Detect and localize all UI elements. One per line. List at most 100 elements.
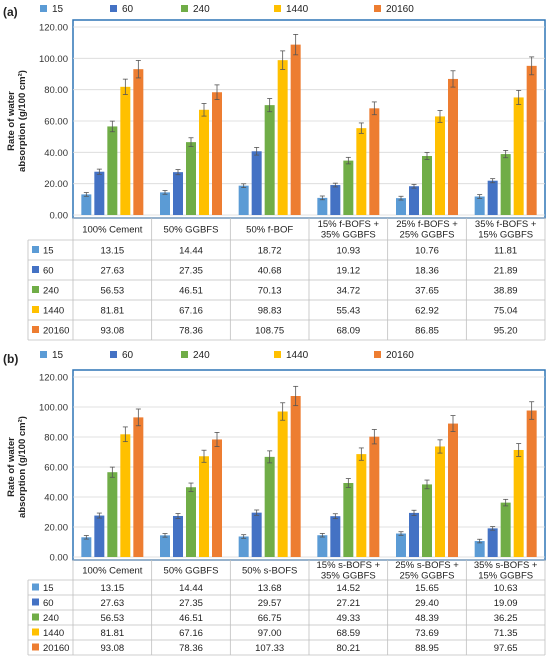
y-axis-label: Rate of waterabsorption (g/100 cm²) <box>6 416 28 518</box>
bar <box>277 60 288 215</box>
table-cell: 38.89 <box>494 286 518 297</box>
table-series-label: 1440 <box>43 306 64 317</box>
table-cell: 56.53 <box>100 613 124 624</box>
bar <box>212 92 222 215</box>
bar <box>251 151 262 215</box>
bar <box>186 142 196 215</box>
table-cell: 71.35 <box>494 628 518 639</box>
bar <box>107 472 118 557</box>
bar <box>238 185 249 215</box>
bar <box>290 44 301 215</box>
bar <box>435 116 445 215</box>
table-cell: 97.65 <box>494 643 518 654</box>
bar <box>238 536 249 557</box>
table-cell: 34.72 <box>336 286 360 297</box>
gridlines <box>73 376 545 558</box>
bar <box>317 535 328 557</box>
bar <box>369 436 380 557</box>
legend-swatch <box>110 5 117 12</box>
table-cell: 98.83 <box>258 306 282 317</box>
bar <box>290 396 301 557</box>
y-tick-label: 0.00 <box>50 211 69 222</box>
table-cell: 13.68 <box>258 583 282 594</box>
legend-label: 1440 <box>286 350 309 361</box>
table-legend-swatch <box>32 246 39 253</box>
x-tick-label: 100% Cement <box>82 566 143 577</box>
table-cell: 88.95 <box>415 643 439 654</box>
bar <box>513 449 524 557</box>
bar <box>330 185 341 215</box>
bar <box>474 196 485 215</box>
table-cell: 14.44 <box>179 583 203 594</box>
legend-label: 20160 <box>386 350 414 361</box>
table-cell: 13.15 <box>100 583 124 594</box>
x-tick-label: 35% s-BOFS +15% GGBFS <box>474 560 538 582</box>
table-cell: 10.63 <box>494 583 518 594</box>
bar <box>369 108 380 215</box>
legend: 15 60 240 1440 20160 <box>40 4 414 15</box>
legend-label: 60 <box>122 4 134 15</box>
bar <box>356 128 367 215</box>
bar <box>409 186 419 215</box>
bar <box>81 194 92 215</box>
bar <box>173 515 183 557</box>
table-cell: 67.16 <box>179 306 203 317</box>
table-legend-swatch <box>32 583 39 591</box>
x-tick-label: 50% GGBFS <box>164 225 219 236</box>
legend-swatch <box>374 5 381 12</box>
bar <box>526 65 537 215</box>
x-tick-label: 25% s-BOFS +25% GGBFS <box>395 560 459 582</box>
bar <box>396 198 406 215</box>
bar <box>107 126 118 215</box>
bar <box>212 439 222 557</box>
y-tick-label: 80.00 <box>44 433 68 444</box>
y-tick-label: 60.00 <box>44 463 68 474</box>
bar <box>330 516 341 557</box>
table-series-label: 15 <box>43 246 54 257</box>
table-cell: 86.85 <box>415 326 439 337</box>
bar <box>81 537 92 557</box>
legend-swatch <box>40 351 47 358</box>
table-cell: 93.08 <box>100 326 124 337</box>
y-tick-label: 120.00 <box>39 23 68 34</box>
table-cell: 27.35 <box>179 598 203 609</box>
table-cell: 68.09 <box>336 326 360 337</box>
table-cell: 36.25 <box>494 613 518 624</box>
bar <box>160 535 170 557</box>
table-cell: 18.72 <box>258 246 282 257</box>
plot-frame <box>72 369 546 561</box>
table-cell: 67.16 <box>179 628 203 639</box>
table-cell: 14.44 <box>179 246 203 257</box>
bar <box>343 483 354 557</box>
table-cell: 37.65 <box>415 286 439 297</box>
legend-swatch <box>274 5 281 12</box>
y-tick-label: 100.00 <box>39 403 68 414</box>
y-tick-label: 60.00 <box>44 117 68 128</box>
panel-b: (b) 15 60 240 1440 20160 0.00 20.00 40.00 60.00 80… <box>3 350 546 656</box>
table-cell: 40.68 <box>258 266 282 277</box>
table-legend-swatch <box>32 598 39 606</box>
table-cell: 48.39 <box>415 613 439 624</box>
bar <box>251 512 262 557</box>
bar <box>422 156 432 215</box>
table-cell: 29.57 <box>258 598 282 609</box>
table-cell: 68.59 <box>336 628 360 639</box>
panel-label: (a) <box>3 5 18 19</box>
legend-label: 15 <box>52 4 64 15</box>
table-cell: 14.52 <box>336 583 360 594</box>
legend-swatch <box>181 5 188 12</box>
data-table: 100% Cement 50% GGBFS 50% f-BOF 15% f-BOFS … <box>27 217 546 341</box>
table-cell: 27.21 <box>336 598 360 609</box>
bar <box>199 109 209 215</box>
bar <box>94 515 105 557</box>
bar <box>160 192 170 215</box>
legend-label: 240 <box>193 350 210 361</box>
table-cell: 10.76 <box>415 246 439 257</box>
y-tick-label: 40.00 <box>44 493 68 504</box>
bar <box>448 423 458 557</box>
x-tick-label: 50% s-BOFS <box>242 566 297 577</box>
x-tick-label: 25% f-BOFS +25% GGBFS <box>396 219 458 241</box>
table-cell: 81.81 <box>100 628 124 639</box>
bar <box>120 434 131 557</box>
